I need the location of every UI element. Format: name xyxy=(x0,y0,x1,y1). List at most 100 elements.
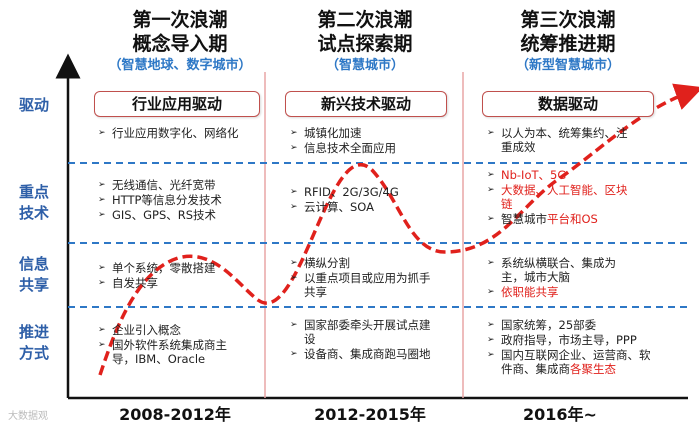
watermark-text: 大数据观 xyxy=(8,411,48,422)
bullet-text: 国家部委牵头开展试点建设 xyxy=(304,318,431,346)
phase-2-tech-list: ➢ RFID、2G/3G/4G ➢ 云计算、SOA xyxy=(290,185,455,215)
bullet-item: ➢ 设备商、集成商跑马圈地 xyxy=(290,347,435,361)
bullet-text: 国家统筹，25部委 xyxy=(501,318,597,332)
phase-1-title-line1: 第一次浪潮 xyxy=(132,9,228,31)
bullet-arrow-icon: ➢ xyxy=(98,195,106,205)
bullet-item: ➢ 企业引入概念 xyxy=(98,323,248,337)
bullet-item: ➢ GIS、GPS、RS技术 xyxy=(98,208,258,222)
bullet-text: RFID、2G/3G/4G xyxy=(304,185,399,199)
bullet-arrow-icon: ➢ xyxy=(487,320,495,330)
bullet-text: 国内互联网企业、运营商、软件商、集成商 xyxy=(501,348,651,376)
year-label-phase-1: 2008-2012年 xyxy=(119,405,231,424)
phase-2-method-list: ➢ 国家部委牵头开展试点建设 ➢ 设备商、集成商跑马圈地 xyxy=(290,318,435,362)
phase-3-title-line1: 第三次浪潮 xyxy=(520,9,616,31)
bullet-text: 自发共享 xyxy=(112,276,158,290)
bullet-text: 以人为本、统筹集约、注重成效 xyxy=(501,126,628,154)
phase-3-title-line2: 统筹推进期 xyxy=(520,33,616,55)
bullet-arrow-icon: ➢ xyxy=(487,258,495,268)
bullet-text: 云计算、SOA xyxy=(304,200,375,214)
bullet-arrow-icon: ➢ xyxy=(487,214,495,224)
phase-1-title-line2: 概念导入期 xyxy=(132,33,228,55)
bullet-arrow-icon: ➢ xyxy=(98,180,106,190)
phase-2-driven-list: ➢ 城镇化加速 ➢ 信息技术全面应用 xyxy=(290,126,455,156)
bullet-arrow-icon: ➢ xyxy=(290,187,298,197)
bullet-item: ➢ 政府指导，市场主导，PPP xyxy=(487,333,652,347)
bullet-text: 大数据、人工智能、区块链 xyxy=(501,183,628,211)
bullet-arrow-icon: ➢ xyxy=(487,350,495,360)
bullet-arrow-icon: ➢ xyxy=(290,258,298,268)
driver-box-phase-3: 数据驱动 xyxy=(482,91,654,117)
bullet-text: 国外软件系统集成商主导，IBM、Oracle xyxy=(112,338,227,366)
bullet-arrow-icon: ➢ xyxy=(98,278,106,288)
row-label-share: 信息共享 xyxy=(12,254,56,296)
wave-curve xyxy=(98,83,699,376)
driver-box-phase-2: 新兴技术驱动 xyxy=(285,91,447,117)
bullet-text: 横纵分割 xyxy=(304,256,350,270)
bullet-item: ➢ 自发共享 xyxy=(98,276,248,290)
bullet-arrow-icon: ➢ xyxy=(290,143,298,153)
phase-2-share-list: ➢ 横纵分割 ➢ 以重点项目或应用为抓手共享 xyxy=(290,256,435,300)
row-label-tech: 重点技术 xyxy=(12,182,56,224)
bullet-text: 依职能共享 xyxy=(501,285,559,299)
bullet-arrow-icon: ➢ xyxy=(487,335,495,345)
bullet-text: 无线通信、光纤宽带 xyxy=(112,178,216,192)
bullet-arrow-icon: ➢ xyxy=(487,170,495,180)
bullet-item: ➢ 信息技术全面应用 xyxy=(290,141,455,155)
bullet-text: 行业应用数字化、网络化 xyxy=(112,126,239,140)
bullet-item: ➢ 国外软件系统集成商主导，IBM、Oracle xyxy=(98,338,248,366)
bullet-item: ➢ 横纵分割 xyxy=(290,256,435,270)
bullet-item: ➢ 国家部委牵头开展试点建设 xyxy=(290,318,435,346)
bullet-item: ➢ 单个系统，零散搭建 xyxy=(98,261,248,275)
bullet-item: ➢ 云计算、SOA xyxy=(290,200,455,214)
bullet-arrow-icon: ➢ xyxy=(98,263,106,273)
bullet-text: 系统纵横联合、集成为主，城市大脑 xyxy=(501,256,616,284)
bullet-text: 信息技术全面应用 xyxy=(304,141,396,155)
bullet-arrow-icon: ➢ xyxy=(98,325,106,335)
bullet-arrow-icon: ➢ xyxy=(98,128,106,138)
year-label-phase-2: 2012-2015年 xyxy=(314,405,426,424)
bullet-item: ➢ 国内互联网企业、运营商、软件商、集成商各聚生态 xyxy=(487,348,652,376)
bullet-text: Nb-IoT、5G xyxy=(501,168,567,182)
bullet-text: 以重点项目或应用为抓手共享 xyxy=(304,271,431,299)
bullet-arrow-icon: ➢ xyxy=(98,210,106,220)
phase-1-subtitle: （智慧地球、数字城市） xyxy=(108,58,252,73)
bullet-text: GIS、GPS、RS技术 xyxy=(112,208,217,222)
bullet-item: ➢ 依职能共享 xyxy=(487,285,622,299)
bullet-arrow-icon: ➢ xyxy=(290,128,298,138)
bullet-arrow-icon: ➢ xyxy=(487,185,495,195)
phase-2-title: 第二次浪潮 试点探索期 xyxy=(275,8,455,56)
bullet-item: ➢ 以人为本、统筹集约、注重成效 xyxy=(487,126,637,154)
driver-box-phase-1: 行业应用驱动 xyxy=(94,91,260,117)
bullet-item: ➢ 以重点项目或应用为抓手共享 xyxy=(290,271,435,299)
year-label-phase-3: 2016年~ xyxy=(523,405,597,424)
bullet-item: ➢ 智慧城市平台和OS xyxy=(487,212,632,226)
bullet-item: ➢ 大数据、人工智能、区块链 xyxy=(487,183,632,211)
bullet-arrow-icon: ➢ xyxy=(98,340,106,350)
phase-3-method-list: ➢ 国家统筹，25部委 ➢ 政府指导，市场主导，PPP ➢ 国内互联网企业、运营商、软件商… xyxy=(487,318,652,377)
bullet-arrow-icon: ➢ xyxy=(487,287,495,297)
bullet-item: ➢ 无线通信、光纤宽带 xyxy=(98,178,258,192)
bullet-arrow-icon: ➢ xyxy=(487,128,495,138)
bullet-text: 城镇化加速 xyxy=(304,126,362,140)
phase-3-tech-list: ➢ Nb-IoT、5G ➢ 大数据、人工智能、区块链 ➢ 智慧城市平台和OS xyxy=(487,168,632,227)
phase-1-method-list: ➢ 企业引入概念 ➢ 国外软件系统集成商主导，IBM、Oracle xyxy=(98,323,248,367)
row-label-driven: 驱动 xyxy=(18,96,49,114)
phase-2-subtitle: （智慧城市） xyxy=(325,58,404,73)
phase-1-share-list: ➢ 单个系统，零散搭建 ➢ 自发共享 xyxy=(98,261,248,291)
phase-2-title-line1: 第二次浪潮 xyxy=(317,9,413,31)
bullet-text: 设备商、集成商跑马圈地 xyxy=(304,347,431,361)
bullet-text: 智慧城市 xyxy=(501,212,547,226)
bullet-item: ➢ 行业应用数字化、网络化 xyxy=(98,126,248,140)
bullet-item: ➢ 城镇化加速 xyxy=(290,126,455,140)
bullet-arrow-icon: ➢ xyxy=(290,320,298,330)
row-label-share-text: 信息共享 xyxy=(19,255,50,294)
phase-2-title-line2: 试点探索期 xyxy=(317,33,413,55)
bullet-item: ➢ RFID、2G/3G/4G xyxy=(290,185,455,199)
row-label-tech-text: 重点技术 xyxy=(19,183,50,222)
bullet-text: 政府指导，市场主导，PPP xyxy=(501,333,637,347)
bullet-text: 平台和OS xyxy=(547,212,598,226)
phase-3-subtitle: （新型智慧城市） xyxy=(515,58,620,73)
bullet-item: ➢ 系统纵横联合、集成为主，城市大脑 xyxy=(487,256,622,284)
row-label-method: 推进方式 xyxy=(12,322,56,364)
